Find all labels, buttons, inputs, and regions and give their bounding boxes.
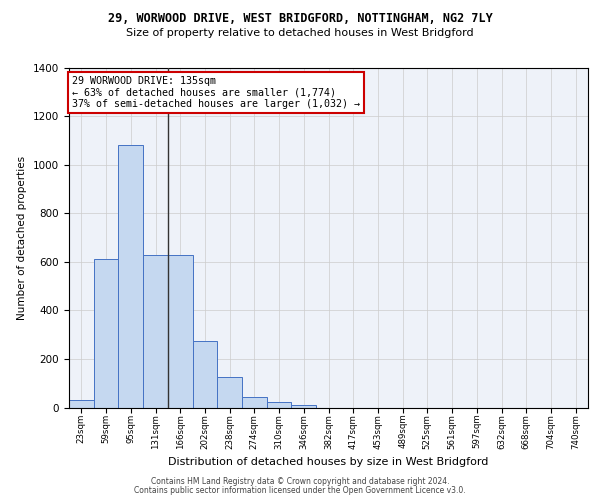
X-axis label: Distribution of detached houses by size in West Bridgford: Distribution of detached houses by size … — [169, 457, 488, 467]
Bar — [292, 404, 316, 407]
Bar — [143, 254, 168, 408]
Text: Size of property relative to detached houses in West Bridgford: Size of property relative to detached ho… — [126, 28, 474, 38]
Bar — [168, 254, 193, 408]
Bar — [94, 260, 118, 408]
Text: Contains HM Land Registry data © Crown copyright and database right 2024.: Contains HM Land Registry data © Crown c… — [151, 477, 449, 486]
Text: 29, WORWOOD DRIVE, WEST BRIDGFORD, NOTTINGHAM, NG2 7LY: 29, WORWOOD DRIVE, WEST BRIDGFORD, NOTTI… — [107, 12, 493, 26]
Bar — [118, 145, 143, 407]
Bar — [193, 340, 217, 407]
Bar — [69, 400, 94, 407]
Text: 29 WORWOOD DRIVE: 135sqm
← 63% of detached houses are smaller (1,774)
37% of sem: 29 WORWOOD DRIVE: 135sqm ← 63% of detach… — [71, 76, 359, 109]
Y-axis label: Number of detached properties: Number of detached properties — [17, 156, 28, 320]
Text: Contains public sector information licensed under the Open Government Licence v3: Contains public sector information licen… — [134, 486, 466, 495]
Bar — [267, 402, 292, 407]
Bar — [242, 398, 267, 407]
Bar — [217, 377, 242, 408]
